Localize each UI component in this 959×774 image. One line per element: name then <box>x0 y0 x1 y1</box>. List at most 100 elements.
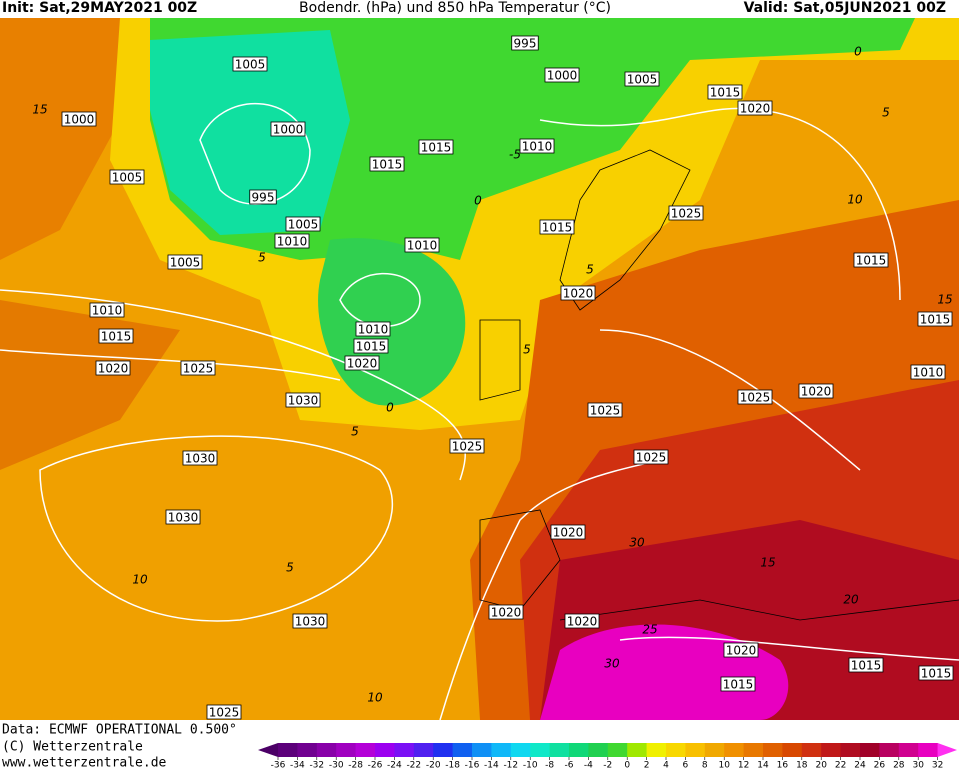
isobar-label: 1030 <box>168 511 199 525</box>
isobar-label-box <box>165 509 201 525</box>
colorbar-swatch <box>782 743 803 757</box>
isobar-label-box <box>511 35 539 51</box>
colorbar-label: 6 <box>683 761 689 771</box>
colorbar-swatch <box>433 743 454 757</box>
isotherm-label: 5 <box>258 251 266 265</box>
isobar-label-box <box>180 360 216 376</box>
isobar-label-box <box>917 311 953 327</box>
isobar-label: 1030 <box>295 615 326 629</box>
isotherm-label: 5 <box>586 263 594 277</box>
colorbar-label: 12 <box>738 761 749 771</box>
isobar-label: 1030 <box>288 394 319 408</box>
isobar-label-box <box>737 389 773 405</box>
isobar-label: 1025 <box>209 706 240 720</box>
isobar-label: 1005 <box>235 58 266 72</box>
colorbar-swatch <box>879 743 900 757</box>
isotherm-label: 5 <box>882 106 890 120</box>
isobar-label-box <box>539 219 575 235</box>
colorbar-label: 32 <box>932 761 943 771</box>
isotherm-label: 30 <box>604 657 620 671</box>
isobar <box>199 103 311 205</box>
isotherm-label: 5 <box>286 561 294 575</box>
isobar-label: 1005 <box>627 73 658 87</box>
colorbar-swatch <box>394 743 415 757</box>
colorbar-swatch <box>801 743 822 757</box>
isobar-label-box <box>737 100 773 116</box>
colorbar-swatch <box>646 743 667 757</box>
isobar-label: 1015 <box>421 141 452 155</box>
isobar-label: 1000 <box>273 123 304 137</box>
colorbar-swatch <box>452 743 473 757</box>
colorbar-label: 26 <box>874 761 886 771</box>
isobar-label: 1015 <box>856 254 887 268</box>
isobar-label: 1015 <box>542 221 573 235</box>
colorbar-label: -10 <box>523 761 538 771</box>
isobar-label: 1020 <box>726 644 757 658</box>
isobar <box>619 636 959 661</box>
isobar-label-box <box>720 676 756 692</box>
colorbar-swatch <box>724 743 745 757</box>
colorbar-label: 24 <box>854 761 866 771</box>
colorbar-label: -26 <box>368 761 383 771</box>
isobar-label-box <box>285 216 321 232</box>
isobar-label: 1025 <box>590 404 621 418</box>
colorbar-end <box>258 743 278 757</box>
coastline <box>559 599 959 621</box>
isotherm-label: 15 <box>760 556 775 570</box>
colorbar-label: -28 <box>348 761 363 771</box>
colorbar-label: 14 <box>757 761 769 771</box>
isobar-label: 1020 <box>801 385 832 399</box>
colorbar-label: -6 <box>565 761 574 771</box>
isobar-label: 1015 <box>851 659 882 673</box>
colorbar-swatch <box>278 743 298 757</box>
isobar-label-box <box>910 364 946 380</box>
colorbar-swatch <box>685 743 706 757</box>
isobar-label: 1010 <box>92 304 123 318</box>
coastline <box>479 509 561 611</box>
isotherm-label: 10 <box>847 193 863 207</box>
field-west <box>0 18 130 260</box>
isobar-label-box <box>167 254 203 270</box>
isobar-label: 1025 <box>636 451 667 465</box>
isobar-label-box <box>418 139 454 155</box>
isobar-label: 1015 <box>920 313 951 327</box>
isotherm-label: 10 <box>367 691 383 705</box>
colorbar-swatch <box>627 743 648 757</box>
colorbar-end <box>937 743 957 757</box>
colorbar-swatch <box>860 743 880 757</box>
colorbar-label: 16 <box>777 761 789 771</box>
colorbar-label: -2 <box>603 761 612 771</box>
isobar-label: 1015 <box>356 340 387 354</box>
isobar-label: 1010 <box>913 366 944 380</box>
colorbar-label: 30 <box>912 761 924 771</box>
colorbar-label: 18 <box>796 761 808 771</box>
isobar-label: 1005 <box>170 256 201 270</box>
isobar-label: 1000 <box>547 69 578 83</box>
isobar-label-box <box>544 67 580 83</box>
isobar-label-box <box>624 71 660 87</box>
isobar-label-box <box>232 56 268 72</box>
isotherm-label: 0 <box>854 45 862 59</box>
colorbar-swatch <box>297 743 318 757</box>
colorbar-label: -22 <box>406 761 421 771</box>
isotherm-label: 15 <box>937 293 952 307</box>
isobar-label-box <box>853 252 889 268</box>
colorbar-swatch <box>666 743 686 757</box>
colorbar-label: 2 <box>644 761 650 771</box>
isobar-label-box <box>707 84 743 100</box>
colorbar-label: 4 <box>663 761 669 771</box>
colorbar-label: 10 <box>718 761 730 771</box>
isotherm-label: 0 <box>386 401 394 415</box>
isobar-label: 1015 <box>723 678 754 692</box>
isobar-label-box <box>355 321 391 337</box>
colorbar-label: -16 <box>465 761 480 771</box>
isobar-label: 1015 <box>921 667 952 681</box>
isobar-label-box <box>270 121 306 137</box>
isobar-label-box <box>344 355 380 371</box>
isobar-label: 1025 <box>671 207 702 221</box>
colorbar-swatch <box>336 743 357 757</box>
isobar-label: 1015 <box>710 86 741 100</box>
colorbar-label: 28 <box>893 761 905 771</box>
isobar-label: 1010 <box>358 323 389 337</box>
colorbar-label: 0 <box>624 761 630 771</box>
